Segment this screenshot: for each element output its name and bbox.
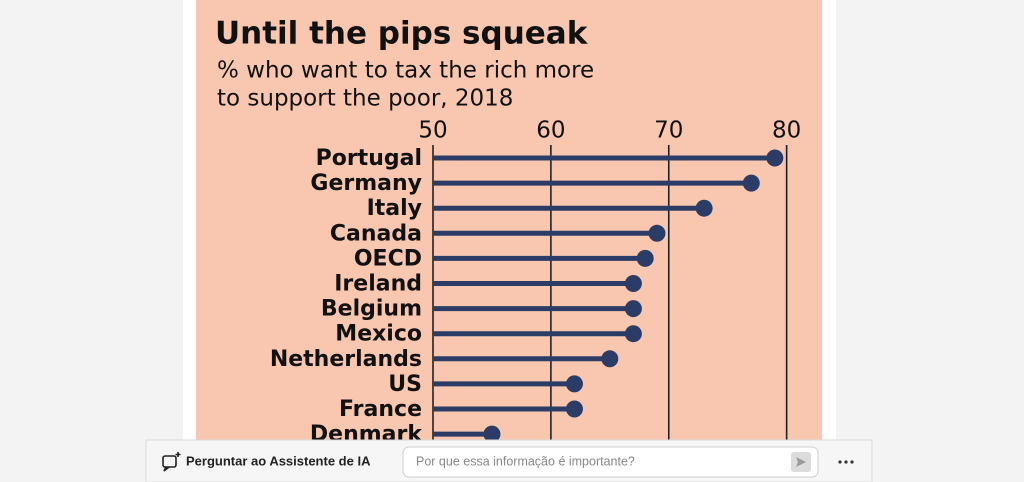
send-icon: [796, 457, 806, 467]
chart-subtitle: % who want to tax the rich more: [217, 58, 594, 84]
y-tick-label: Mexico: [335, 322, 422, 347]
chart-title: Until the pips squeak: [215, 16, 589, 52]
assistant-icon: [162, 452, 181, 472]
more-menu[interactable]: [838, 460, 854, 464]
chart: Until the pips squeak % who want to tax …: [196, 0, 822, 447]
x-tick-label: 80: [772, 118, 801, 144]
x-tick-label: 50: [418, 118, 447, 144]
dot: [565, 400, 583, 418]
y-tick-label: Ireland: [334, 272, 422, 297]
y-tick-label: Germany: [310, 171, 422, 196]
assistant-label[interactable]: Perguntar ao Assistente de IA: [186, 453, 371, 468]
dot: [648, 224, 666, 242]
y-tick-label: Netherlands: [270, 347, 422, 372]
dot: [624, 300, 642, 318]
question-input[interactable]: [402, 446, 819, 478]
dot: [624, 275, 642, 292]
chart-background: [196, 0, 822, 440]
y-tick-label: Belgium: [321, 297, 422, 322]
dot: [766, 149, 784, 167]
y-tick-label: Italy: [367, 196, 422, 221]
chart-subtitle: to support the poor, 2018: [217, 86, 513, 112]
dot: [601, 350, 619, 368]
dot: [742, 174, 760, 192]
y-tick-label: US: [388, 372, 422, 397]
x-tick-label: 70: [654, 118, 683, 144]
y-tick-label: Canada: [330, 221, 422, 246]
y-tick-label: Denmark: [310, 422, 423, 447]
y-tick-label: France: [339, 397, 422, 422]
x-tick-label: 60: [536, 118, 565, 144]
dot: [483, 425, 501, 440]
dot: [624, 325, 642, 343]
dot: [565, 375, 583, 393]
y-tick-label: Portugal: [316, 146, 422, 171]
dot: [695, 199, 713, 217]
dot: [636, 249, 654, 267]
y-tick-label: OECD: [354, 246, 422, 271]
input-placeholder: Por que essa informação é importante?: [416, 454, 635, 468]
